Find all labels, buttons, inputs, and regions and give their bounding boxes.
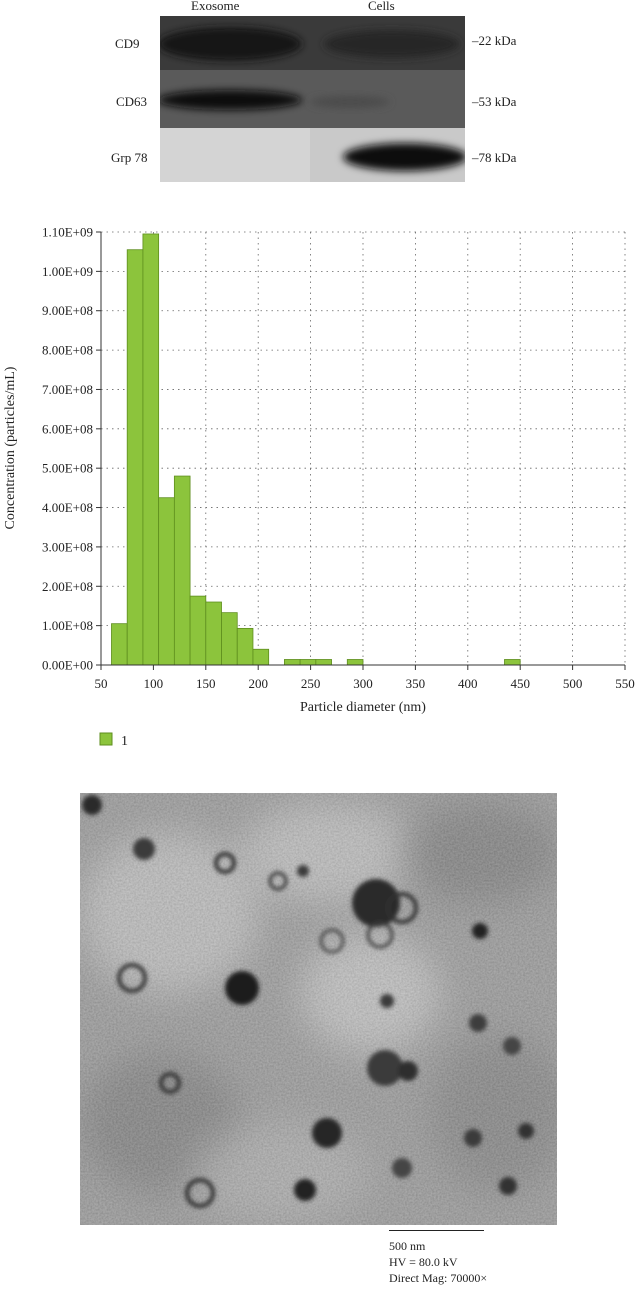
y-tick-label: 7.00E+08	[42, 382, 93, 397]
histogram-bar	[126, 249, 144, 666]
x-tick-label: 50	[95, 676, 108, 691]
histogram-bar	[189, 595, 207, 666]
histogram-bar	[504, 659, 521, 666]
x-axis-label: Particle diameter (nm)	[300, 700, 426, 715]
histogram-bar	[283, 659, 301, 666]
histogram-bar	[158, 497, 175, 666]
y-tick-label: 2.00E+08	[42, 579, 93, 594]
blot-row-cd63-label: CD63	[116, 94, 148, 109]
y-tick-labels: 0.00E+00 1.00E+08 2.00E+08 3.00E+08 4.00E+08…	[42, 225, 93, 673]
y-tick-label: 6.00E+08	[42, 421, 93, 436]
histogram-bar	[173, 475, 191, 666]
x-tick-label: 550	[615, 676, 635, 691]
x-tick-label: 250	[301, 676, 321, 691]
histogram-bar	[315, 659, 332, 666]
x-tick-label: 450	[510, 676, 530, 691]
x-tick-label: 350	[406, 676, 426, 691]
histogram-bar	[142, 233, 160, 666]
scale-bar	[389, 1230, 484, 1231]
histogram-bar	[221, 612, 238, 666]
y-tick-label: 0.00E+00	[42, 658, 93, 673]
blot-row-grp78-label: Grp 78	[111, 150, 148, 165]
blot-column-exosome: Exosome	[191, 0, 240, 13]
y-tick-label: 5.00E+08	[42, 461, 93, 476]
y-tick-label: 1.00E+09	[42, 264, 93, 279]
y-tick-label: 8.00E+08	[42, 343, 93, 358]
histogram-bar	[111, 623, 128, 666]
y-tick-label: 3.00E+08	[42, 539, 93, 554]
legend: 1	[99, 732, 128, 749]
tem-micrograph	[80, 793, 557, 1225]
direct-magnification: Direct Mag: 70000×	[389, 1271, 488, 1285]
y-tick-label: 1.10E+09	[42, 225, 93, 240]
histogram-bar	[299, 659, 317, 666]
size-distribution-chart: 0.00E+00 1.00E+08 2.00E+08 3.00E+08 4.00E+08…	[3, 225, 635, 750]
legend-swatch	[99, 732, 113, 746]
blot-marker-22kda: –22 kDa	[472, 33, 517, 48]
scale-bar-label: 500 nm	[389, 1239, 426, 1253]
y-tick-label: 9.00E+08	[42, 303, 93, 318]
x-tick-labels: 50 100 150 200 250 300 350 400 450 500 550	[95, 676, 635, 691]
histogram-bar	[346, 659, 364, 666]
histogram-bar	[205, 601, 222, 666]
y-tick-label: 1.00E+08	[42, 618, 93, 633]
accelerating-voltage: HV = 80.0 kV	[389, 1255, 458, 1269]
vesicles	[82, 795, 534, 1208]
x-tick-label: 300	[353, 676, 373, 691]
blot-row-cd9-label: CD9	[115, 36, 140, 51]
x-tick-label: 150	[196, 676, 216, 691]
x-tick-label: 400	[458, 676, 478, 691]
y-axis-label: Concentration (particles/mL)	[3, 366, 18, 529]
x-tick-label: 500	[563, 676, 583, 691]
blot-image	[160, 16, 465, 182]
blot-marker-53kda: –53 kDa	[472, 94, 517, 109]
y-tick-label: 4.00E+08	[42, 500, 93, 515]
blot-column-cells: Cells	[368, 0, 395, 13]
histogram-bar	[236, 627, 254, 666]
x-tick-label: 100	[144, 676, 164, 691]
histogram-bar	[252, 648, 270, 666]
chart-bars	[111, 233, 521, 666]
chart-axes	[96, 231, 626, 670]
x-tick-label: 200	[248, 676, 268, 691]
legend-label: 1	[121, 734, 128, 749]
blot-marker-78kda: –78 kDa	[472, 150, 517, 165]
